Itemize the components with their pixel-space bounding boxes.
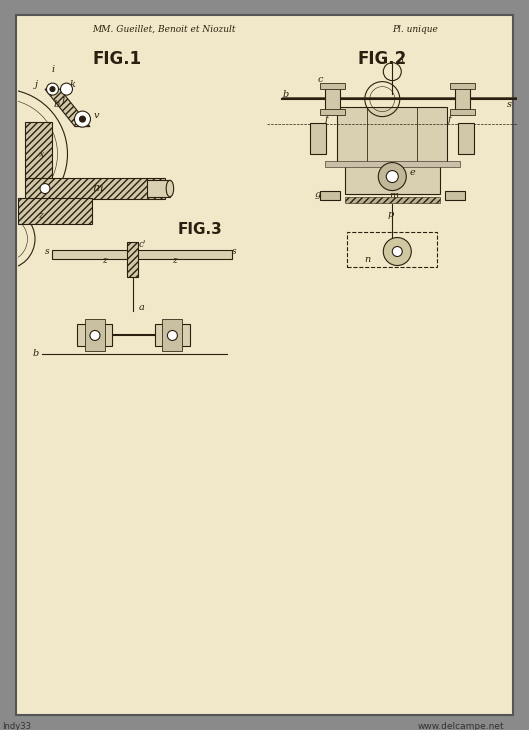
Text: b: b bbox=[53, 99, 60, 109]
Text: z: z bbox=[103, 256, 107, 265]
Circle shape bbox=[50, 87, 55, 92]
Bar bbox=[445, 191, 465, 200]
Bar bbox=[320, 83, 345, 89]
Circle shape bbox=[384, 237, 411, 266]
Text: z: z bbox=[172, 256, 177, 265]
Text: d: d bbox=[167, 342, 174, 351]
Bar bbox=[450, 83, 475, 89]
Bar bbox=[148, 180, 170, 196]
Text: FIG.3: FIG.3 bbox=[177, 221, 222, 237]
Text: s: s bbox=[507, 99, 512, 109]
Text: Indy33: Indy33 bbox=[3, 722, 32, 730]
Text: c': c' bbox=[139, 239, 146, 248]
Bar bbox=[458, 123, 474, 154]
Circle shape bbox=[79, 116, 86, 122]
Circle shape bbox=[90, 331, 100, 340]
Text: g: g bbox=[315, 190, 321, 199]
Circle shape bbox=[386, 171, 398, 182]
Ellipse shape bbox=[166, 180, 174, 197]
Circle shape bbox=[167, 331, 177, 340]
Text: s: s bbox=[232, 247, 237, 256]
Bar bbox=[25, 178, 165, 199]
Text: MM. Gueillet, Benoit et Niozult: MM. Gueillet, Benoit et Niozult bbox=[93, 25, 236, 34]
Bar bbox=[52, 250, 232, 259]
Text: a: a bbox=[139, 303, 144, 312]
Circle shape bbox=[393, 247, 402, 256]
Bar bbox=[320, 109, 345, 115]
Bar bbox=[348, 231, 437, 266]
Text: d: d bbox=[87, 342, 94, 351]
Text: i: i bbox=[51, 65, 54, 74]
Bar bbox=[450, 109, 475, 115]
Bar bbox=[338, 107, 447, 164]
Text: e: e bbox=[410, 168, 415, 177]
Bar bbox=[127, 242, 139, 277]
Text: l: l bbox=[61, 97, 65, 106]
Text: a: a bbox=[397, 57, 403, 66]
Text: v: v bbox=[94, 111, 99, 120]
Text: j: j bbox=[35, 80, 38, 88]
Bar bbox=[345, 161, 440, 194]
Circle shape bbox=[378, 163, 406, 191]
Bar bbox=[345, 197, 440, 203]
Text: FIG.1: FIG.1 bbox=[93, 50, 142, 68]
Bar bbox=[25, 122, 52, 179]
Circle shape bbox=[47, 83, 59, 95]
Bar bbox=[325, 88, 340, 110]
Bar bbox=[310, 123, 326, 154]
Bar bbox=[162, 319, 183, 351]
Text: m: m bbox=[93, 182, 103, 193]
Circle shape bbox=[60, 83, 72, 95]
Bar bbox=[320, 191, 340, 200]
Text: z: z bbox=[39, 211, 43, 220]
Bar bbox=[77, 324, 113, 347]
Bar bbox=[155, 324, 190, 347]
Text: Pl. unique: Pl. unique bbox=[393, 25, 438, 34]
Text: s: s bbox=[45, 247, 50, 256]
Circle shape bbox=[75, 111, 90, 127]
Polygon shape bbox=[45, 89, 90, 126]
Text: b: b bbox=[282, 90, 289, 99]
Text: k: k bbox=[70, 80, 76, 88]
Text: m: m bbox=[390, 191, 399, 200]
Bar bbox=[325, 161, 460, 166]
Text: FIG.2: FIG.2 bbox=[357, 50, 407, 68]
Text: g: g bbox=[452, 190, 459, 199]
Text: x: x bbox=[39, 150, 44, 158]
Text: www.delcampe.net: www.delcampe.net bbox=[417, 722, 504, 730]
Text: f: f bbox=[325, 115, 329, 123]
Bar bbox=[455, 88, 470, 110]
Text: b: b bbox=[32, 350, 39, 358]
Text: p: p bbox=[387, 210, 394, 218]
Text: n: n bbox=[365, 255, 371, 264]
Text: f: f bbox=[447, 115, 451, 123]
Text: c: c bbox=[317, 74, 323, 84]
Bar bbox=[85, 319, 105, 351]
Bar bbox=[17, 198, 93, 224]
Circle shape bbox=[40, 183, 50, 193]
